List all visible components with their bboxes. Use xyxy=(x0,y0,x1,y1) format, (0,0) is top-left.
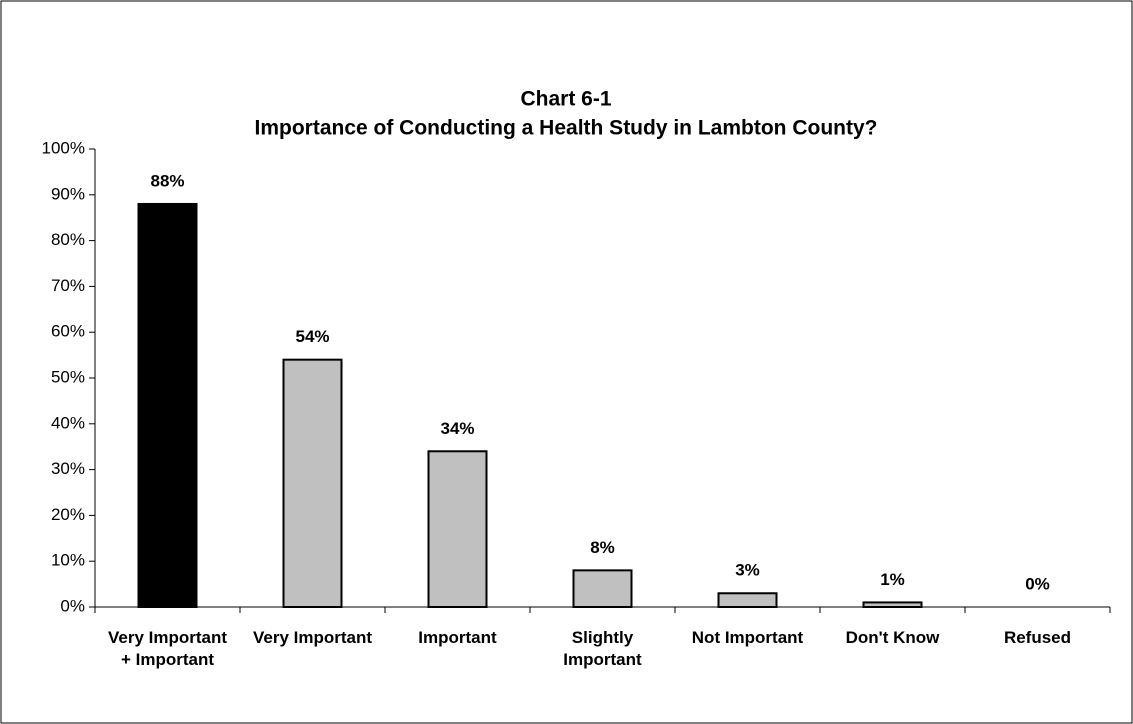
y-tick-label: 40% xyxy=(51,413,85,432)
bar xyxy=(717,592,778,609)
y-tick-label: 50% xyxy=(51,367,85,386)
y-tick-label: 10% xyxy=(51,551,85,570)
y-tick-label: 60% xyxy=(51,322,85,341)
x-tick-label: Important xyxy=(418,628,497,647)
value-label: 34% xyxy=(440,419,474,438)
value-label: 54% xyxy=(295,327,329,346)
x-tick-label: Very Important xyxy=(252,628,373,647)
bar xyxy=(862,601,923,608)
bar xyxy=(427,450,488,608)
y-tick-label: 30% xyxy=(51,459,85,478)
y-tick-label: 100% xyxy=(42,138,85,157)
x-tick-label: Slightly Important xyxy=(563,628,642,669)
bar xyxy=(137,202,198,609)
x-tick-label: Very Important + Important xyxy=(107,628,228,669)
chart-subtitle: Importance of Conducting a Health Study … xyxy=(255,117,878,140)
x-tick-label: Don't Know xyxy=(845,628,940,647)
value-label: 8% xyxy=(590,538,615,557)
x-tick-label: Refused xyxy=(1003,628,1072,647)
value-label: 0% xyxy=(1025,574,1050,593)
bar xyxy=(282,358,343,608)
x-tick-label: Not Important xyxy=(691,628,804,647)
value-label: 3% xyxy=(735,561,760,580)
y-tick-label: 20% xyxy=(51,505,85,524)
y-tick-label: 90% xyxy=(51,184,85,203)
chart-title: Chart 6-1 xyxy=(520,88,611,111)
bar xyxy=(572,569,633,608)
value-label: 1% xyxy=(880,570,905,589)
y-tick-label: 80% xyxy=(51,230,85,249)
value-label: 88% xyxy=(150,171,184,190)
y-tick-label: 70% xyxy=(51,276,85,295)
y-tick-label: 0% xyxy=(60,596,85,615)
